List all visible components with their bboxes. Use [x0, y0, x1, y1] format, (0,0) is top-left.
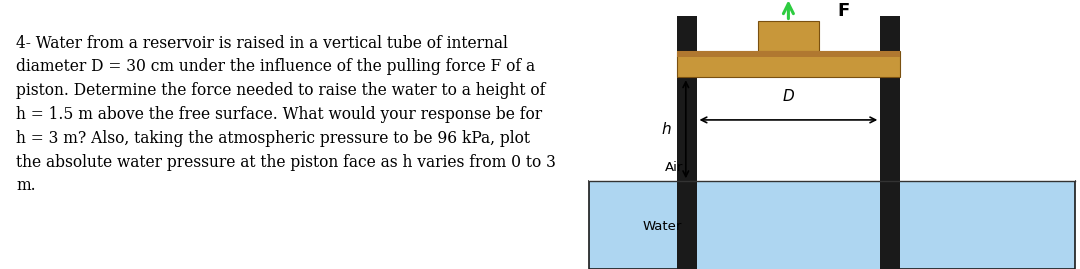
- Bar: [697, 181, 880, 269]
- Text: Water: Water: [643, 220, 681, 233]
- Text: Air: Air: [665, 161, 684, 174]
- Text: $\mathbf{F}$: $\mathbf{F}$: [837, 2, 850, 20]
- Text: 4- Water from a reservoir is raised in a vertical tube of internal
diameter D = : 4- Water from a reservoir is raised in a…: [16, 35, 556, 194]
- Text: $h$: $h$: [661, 121, 672, 137]
- Bar: [880, 16, 900, 269]
- Bar: [677, 51, 900, 77]
- Bar: [758, 22, 819, 51]
- Bar: [677, 16, 697, 269]
- Bar: [697, 77, 880, 181]
- Bar: [589, 3, 1075, 181]
- Bar: [677, 51, 900, 56]
- Bar: [589, 181, 1075, 269]
- Text: $D$: $D$: [782, 88, 795, 104]
